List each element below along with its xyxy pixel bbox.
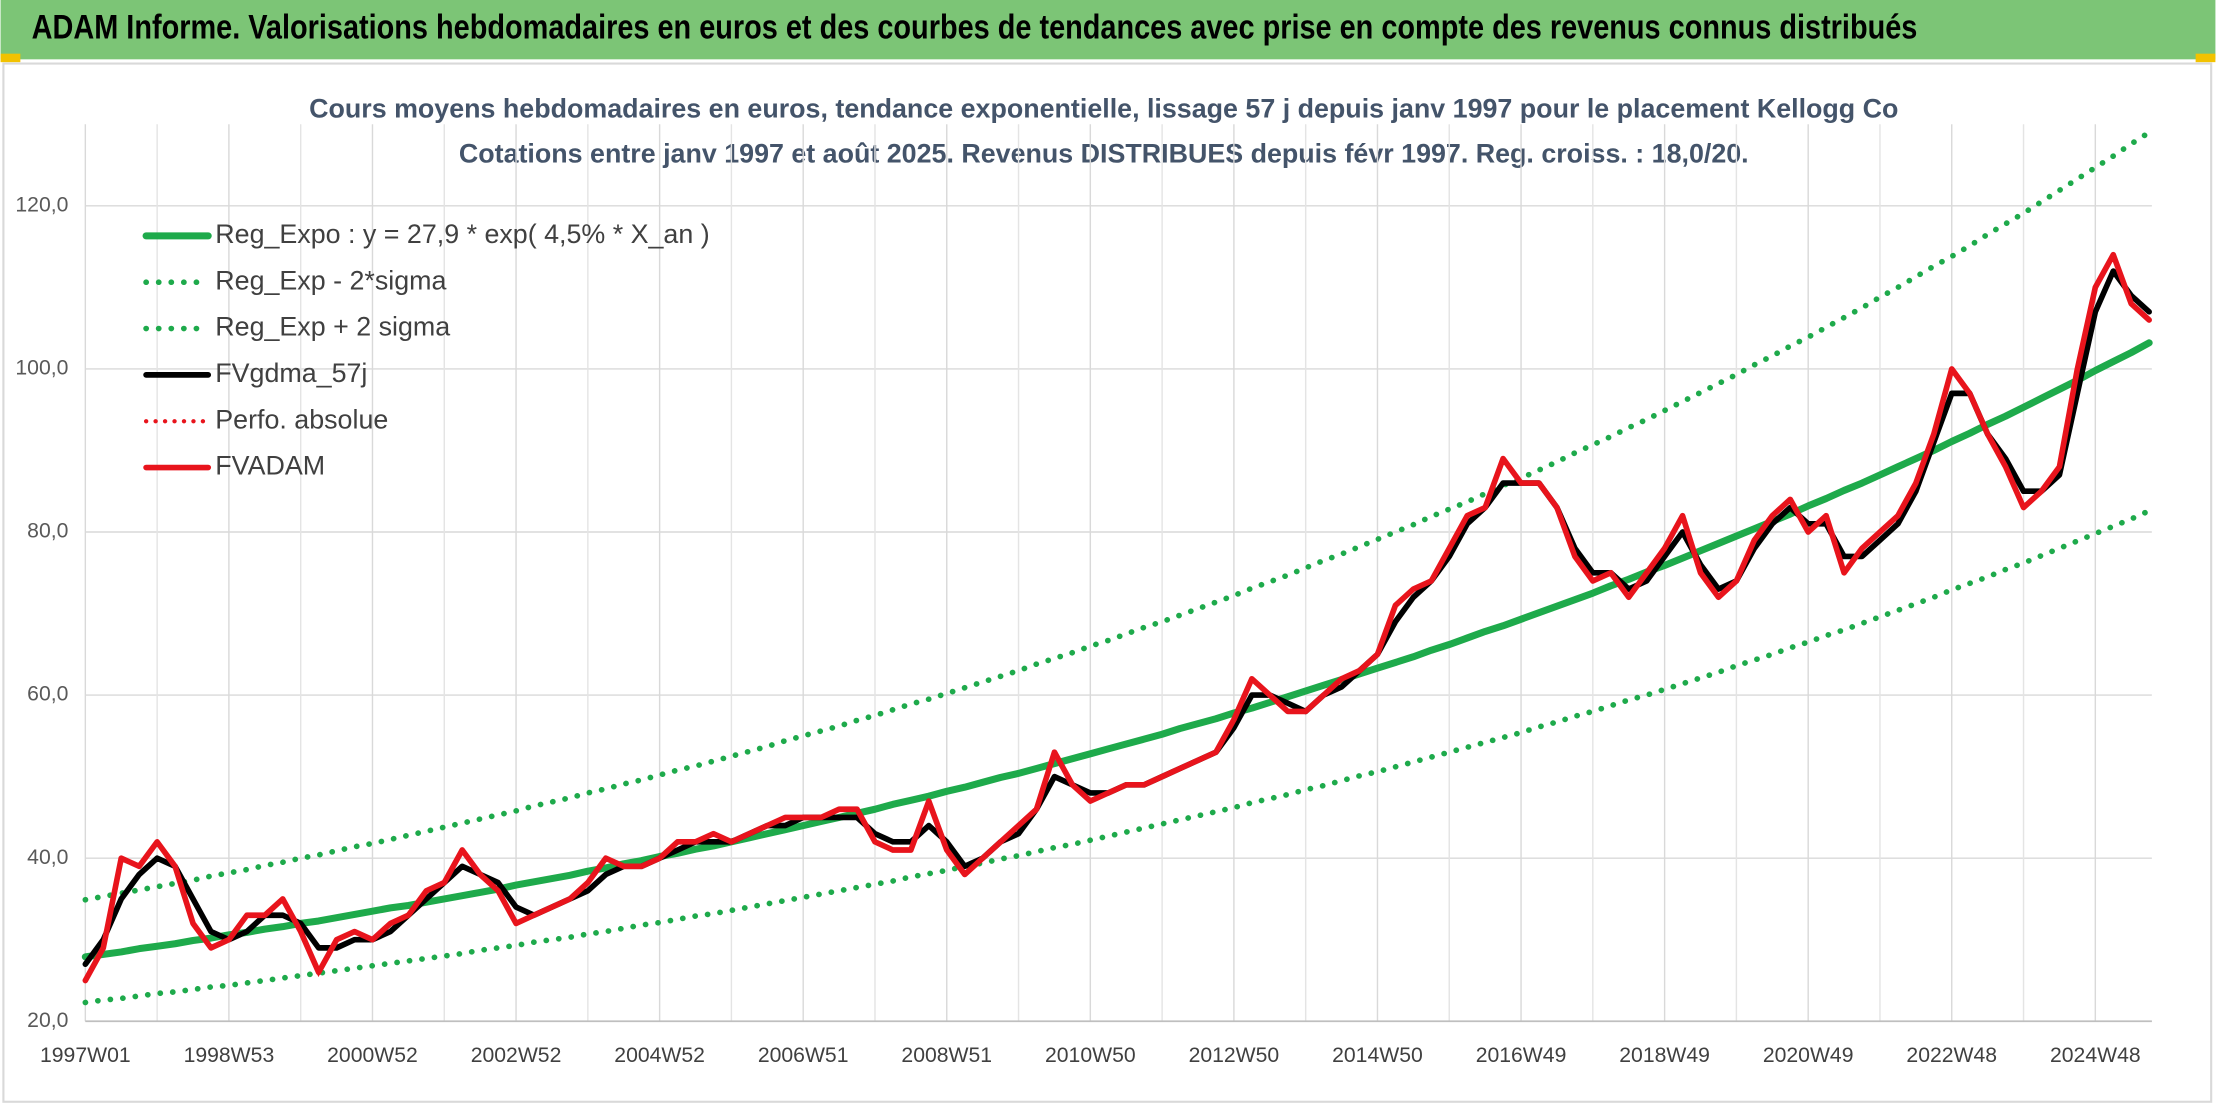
x-tick-label: 2004W52 [614, 1044, 705, 1067]
x-tick-label: 2010W50 [1045, 1044, 1136, 1067]
x-tick-label: 2006W51 [758, 1044, 849, 1067]
x-tick-label: 1998W53 [184, 1044, 275, 1067]
y-tick-label: 20,0 [27, 1009, 68, 1032]
series-line [82, 251, 2152, 984]
series-line [81, 339, 2153, 961]
x-tick-label: 2016W49 [1476, 1044, 1567, 1067]
chart-frame [2, 62, 2213, 1103]
x-tick-label: 2022W48 [1906, 1044, 1997, 1067]
y-tick-label: 120,0 [15, 193, 68, 216]
legend: Reg_Expo : y = 27,9 * exp( 4,5% * X_an )… [142, 219, 710, 481]
plot-lines [81, 129, 2153, 1006]
series-line [82, 507, 2152, 1006]
chart-subtitle: Cours moyens hebdomadaires en euros, ten… [309, 93, 1898, 123]
x-tick-label: 2024W48 [2050, 1044, 2141, 1067]
legend-label: Reg_Exp - 2*sigma [215, 265, 446, 295]
banner [0, 0, 2216, 60]
legend-label: Perfo. absolue [215, 404, 388, 434]
x-tick-label: 2014W50 [1332, 1044, 1423, 1067]
y-tick-label: 60,0 [27, 683, 68, 706]
legend-label: FVgdma_57j [215, 358, 367, 388]
corner-mark [0, 53, 21, 63]
legend-label: Reg_Exp + 2 sigma [215, 312, 450, 342]
x-tick-label: 2000W52 [327, 1044, 418, 1067]
x-tick-label: 2008W51 [901, 1044, 992, 1067]
legend-label: Reg_Expo : y = 27,9 * exp( 4,5% * X_an ) [215, 219, 709, 249]
corner-mark [2195, 53, 2216, 63]
x-tick-label: 2018W49 [1619, 1044, 1710, 1067]
x-tick-label: 2002W52 [471, 1044, 562, 1067]
banner-title: ADAM Informe. Valorisations hebdomadaire… [32, 9, 1918, 47]
x-tick-label: 2020W49 [1763, 1044, 1854, 1067]
y-tick-label: 40,0 [27, 846, 68, 869]
y-tick-label: 80,0 [27, 520, 68, 543]
axes: 20,0 40,0 60,0 80,0 100,0 120,0 1997W01 1998W53… [15, 193, 2152, 1067]
legend-label: FVADAM [215, 451, 325, 481]
x-tick-label: 1997W01 [40, 1044, 131, 1067]
series-line [82, 129, 2152, 903]
y-tick-label: 100,0 [15, 357, 68, 380]
chart-subtitle: Cotations entre janv 1997 et août 2025. … [459, 138, 1749, 168]
x-tick-label: 2012W50 [1189, 1044, 1280, 1067]
